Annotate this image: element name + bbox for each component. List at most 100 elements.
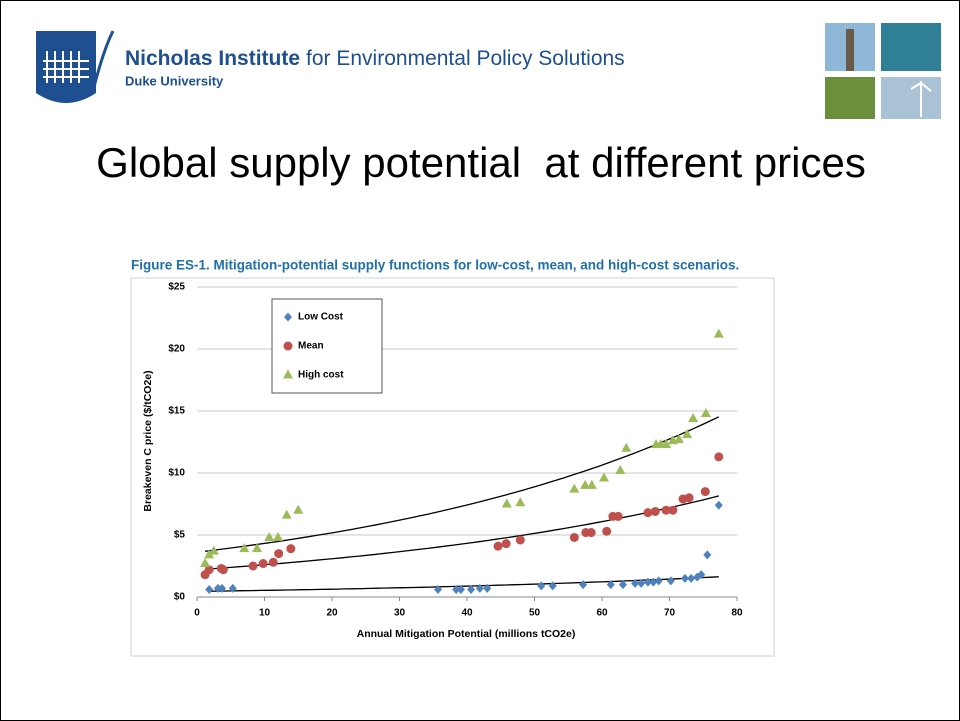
point <box>239 543 250 553</box>
x-tick-label: 50 <box>529 608 541 619</box>
point <box>661 438 672 448</box>
point <box>274 549 284 559</box>
point <box>293 504 304 514</box>
point <box>684 493 694 503</box>
trendline <box>205 495 719 570</box>
point <box>456 585 465 595</box>
point <box>580 479 591 489</box>
point <box>643 577 652 587</box>
point <box>433 585 442 595</box>
point <box>264 531 275 541</box>
point <box>569 532 579 542</box>
point <box>205 585 214 595</box>
point <box>602 526 612 536</box>
point <box>615 465 626 475</box>
point <box>618 580 627 590</box>
x-tick-label: 60 <box>596 608 608 619</box>
point <box>281 509 292 519</box>
point <box>606 580 615 590</box>
legend-label: Low Cost <box>298 312 344 323</box>
point <box>621 442 632 452</box>
legend-label: High cost <box>298 370 344 381</box>
point <box>586 528 596 538</box>
x-axis-label: Annual Mitigation Potential (millions tC… <box>357 628 576 640</box>
point <box>654 576 663 586</box>
point <box>688 412 699 422</box>
institute-name: Nicholas Institute <box>125 47 300 70</box>
point <box>467 585 476 595</box>
x-tick-label: 20 <box>326 608 338 619</box>
point <box>700 407 711 417</box>
point <box>228 583 237 593</box>
x-tick-label: 10 <box>259 608 271 619</box>
point <box>204 565 214 575</box>
point <box>200 558 211 568</box>
point <box>252 543 263 553</box>
photo-tiles <box>825 23 941 119</box>
point <box>569 483 580 493</box>
x-tick-label: 30 <box>394 608 406 619</box>
point <box>452 585 461 595</box>
duke-logo <box>36 30 115 103</box>
point <box>273 531 283 541</box>
point <box>649 577 658 587</box>
point <box>548 581 557 591</box>
chart-frame <box>130 277 775 657</box>
point <box>475 583 484 593</box>
institute-text: Nicholas Institute for Environmental Poli… <box>125 47 625 70</box>
point <box>537 581 546 591</box>
point <box>682 429 693 439</box>
y-axis-label: Breakeven C price ($/tCO2e) <box>142 370 154 511</box>
y-tick-label: $0 <box>174 592 186 603</box>
point <box>661 505 671 515</box>
figure-title: Figure ES-1. Mitigation-potential supply… <box>131 258 739 273</box>
point <box>713 328 724 338</box>
legend-marker <box>283 369 293 379</box>
university: Duke University <box>125 73 224 88</box>
institute-rest: for Environmental Policy Solutions <box>306 47 625 70</box>
point <box>515 535 525 545</box>
point <box>248 561 258 571</box>
x-tick-label: 70 <box>664 608 676 619</box>
point <box>666 576 675 586</box>
point <box>213 583 222 593</box>
point <box>515 497 526 507</box>
point <box>643 508 653 518</box>
point <box>703 550 712 560</box>
point <box>631 578 640 588</box>
point <box>501 539 511 549</box>
y-tick-label: $5 <box>174 530 186 541</box>
point <box>586 479 597 489</box>
legend-marker <box>283 341 293 351</box>
legend-marker <box>284 312 292 322</box>
point <box>700 487 710 497</box>
point <box>218 565 228 575</box>
x-tick-label: 80 <box>731 608 743 619</box>
y-tick-label: $25 <box>168 282 185 293</box>
point <box>599 472 610 482</box>
x-tick-label: 40 <box>461 608 473 619</box>
point <box>286 544 296 554</box>
point <box>697 570 706 580</box>
point <box>217 583 226 593</box>
point <box>681 573 690 583</box>
y-tick-label: $10 <box>168 468 185 479</box>
point <box>613 511 623 521</box>
point <box>650 506 660 516</box>
point <box>714 500 723 510</box>
point <box>637 578 646 588</box>
trendline <box>205 416 720 552</box>
point <box>668 505 678 515</box>
point <box>579 580 588 590</box>
point <box>268 557 278 567</box>
point <box>208 545 219 555</box>
legend-label: Mean <box>298 341 324 352</box>
point <box>714 452 724 462</box>
point <box>258 559 268 569</box>
x-tick-label: 0 <box>194 608 200 619</box>
point <box>483 583 492 593</box>
slide-title: Global supply potential at different pri… <box>96 139 866 186</box>
